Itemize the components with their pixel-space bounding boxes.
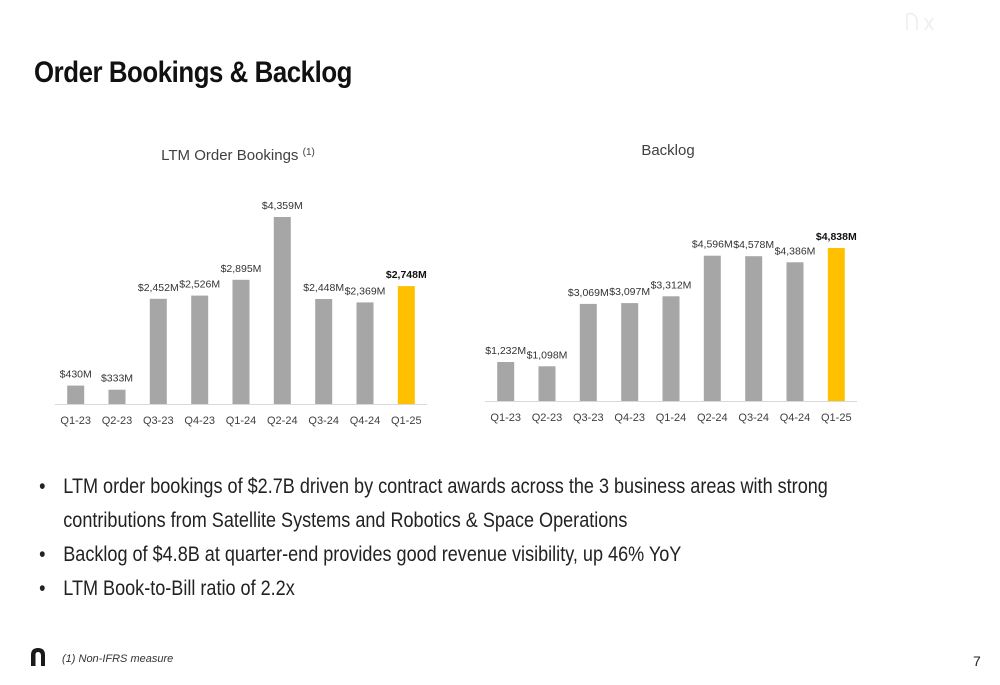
bullet-dot-icon: • xyxy=(39,543,46,566)
backlog-tick-label: Q4-23 xyxy=(614,412,645,424)
bookings-data-label: $333M xyxy=(101,373,133,385)
bookings-bar-q2-24 xyxy=(273,217,291,404)
bullet-dot-icon: • xyxy=(39,577,46,600)
bullet-list: • LTM order bookings of $2.7B driven by … xyxy=(34,470,954,606)
backlog-bar-q3-24 xyxy=(745,256,763,401)
backlog-data-label: $3,069M xyxy=(568,287,609,299)
backlog-tick-label: Q3-24 xyxy=(738,412,769,424)
backlog-bar-q1-24 xyxy=(662,296,680,401)
bookings-bar-q2-23 xyxy=(108,389,126,404)
bookings-tick-label: Q3-23 xyxy=(143,415,174,427)
bookings-data-label: $2,748M xyxy=(386,269,427,281)
bullet-text: LTM Book-to-Bill ratio of 2.2x xyxy=(63,577,295,600)
bullet-item: • LTM order bookings of $2.7B driven by … xyxy=(34,470,923,538)
bookings-tick-label: Q3-24 xyxy=(308,415,339,427)
bullet-dot-icon: • xyxy=(39,475,46,498)
bookings-data-label: $430M xyxy=(60,369,92,381)
backlog-tick-label: Q3-23 xyxy=(573,412,604,424)
bullet-item: • Backlog of $4.8B at quarter-end provid… xyxy=(34,538,923,572)
backlog-data-label: $4,386M xyxy=(775,245,816,257)
bookings-chart-title: LTM Order Bookings (1) xyxy=(161,147,315,164)
backlog-bar-q1-25 xyxy=(827,248,845,401)
bullet-item: • LTM Book-to-Bill ratio of 2.2x xyxy=(34,572,923,606)
backlog-chart: Backlog $1,232M Q1-23 $1,098M Q2-23 $3,069M Q… xyxy=(485,142,857,424)
bookings-tick-label: Q4-24 xyxy=(350,415,381,427)
backlog-data-label: $3,312M xyxy=(651,279,692,291)
bookings-bar-q1-24 xyxy=(232,279,250,404)
bookings-tick-label: Q1-24 xyxy=(226,415,257,427)
backlog-bar-q2-23 xyxy=(538,366,556,401)
bookings-chart: LTM Order Bookings (1) $430M Q1-23 $333M Q2… xyxy=(55,147,427,427)
bookings-bar-q4-24 xyxy=(356,302,374,404)
bookings-bar-q3-23 xyxy=(149,298,167,404)
backlog-tick-label: Q1-23 xyxy=(490,412,521,424)
bookings-data-label: $2,452M xyxy=(138,282,179,294)
backlog-bar-q4-24 xyxy=(786,262,804,401)
bookings-tick-label: Q4-23 xyxy=(184,415,215,427)
bookings-tick-label: Q2-23 xyxy=(102,415,133,427)
backlog-data-label: $3,097M xyxy=(609,286,650,298)
bookings-data-label: $2,526M xyxy=(179,279,220,291)
bookings-bar-q1-25 xyxy=(397,286,415,404)
backlog-tick-label: Q2-23 xyxy=(532,412,563,424)
backlog-data-label: $4,578M xyxy=(733,239,774,251)
bookings-data-label: $2,895M xyxy=(221,263,262,275)
charts-area: LTM Order Bookings (1) $430M Q1-23 $333M Q2… xyxy=(55,142,857,427)
page-title: Order Bookings & Backlog xyxy=(34,56,352,89)
bookings-data-label: $2,448M xyxy=(303,282,344,294)
backlog-tick-label: Q4-24 xyxy=(780,412,811,424)
bookings-bar-q3-24 xyxy=(315,299,333,404)
backlog-data-label: $4,596M xyxy=(692,239,733,251)
backlog-bar-q4-23 xyxy=(621,303,639,401)
backlog-tick-label: Q1-25 xyxy=(821,412,852,424)
backlog-bar-q3-23 xyxy=(579,303,597,401)
backlog-bar-q1-23 xyxy=(497,362,515,401)
company-logo-icon xyxy=(31,648,45,666)
backlog-data-label: $4,838M xyxy=(816,231,857,243)
bookings-bar-q4-23 xyxy=(191,295,209,404)
bookings-tick-label: Q1-25 xyxy=(391,415,422,427)
backlog-data-label: $1,098M xyxy=(527,349,568,361)
bookings-bar-q1-23 xyxy=(67,385,85,404)
bookings-data-label: $4,359M xyxy=(262,200,303,212)
backlog-tick-label: Q2-24 xyxy=(697,412,728,424)
backlog-chart-title: Backlog xyxy=(641,142,694,159)
backlog-tick-label: Q1-24 xyxy=(656,412,687,424)
backlog-data-label: $1,232M xyxy=(485,345,526,357)
footnote: (1) Non-IFRS measure xyxy=(62,653,174,665)
bookings-tick-label: Q1-23 xyxy=(60,415,91,427)
bookings-tick-label: Q2-24 xyxy=(267,415,298,427)
bullet-text: LTM order bookings of $2.7B driven by co… xyxy=(63,475,828,532)
corner-logo-mark xyxy=(906,12,934,31)
backlog-bar-q2-24 xyxy=(703,255,721,401)
page-number: 7 xyxy=(973,653,981,669)
bullet-text: Backlog of $4.8B at quarter-end provides… xyxy=(63,543,682,566)
bookings-data-label: $2,369M xyxy=(345,285,386,297)
